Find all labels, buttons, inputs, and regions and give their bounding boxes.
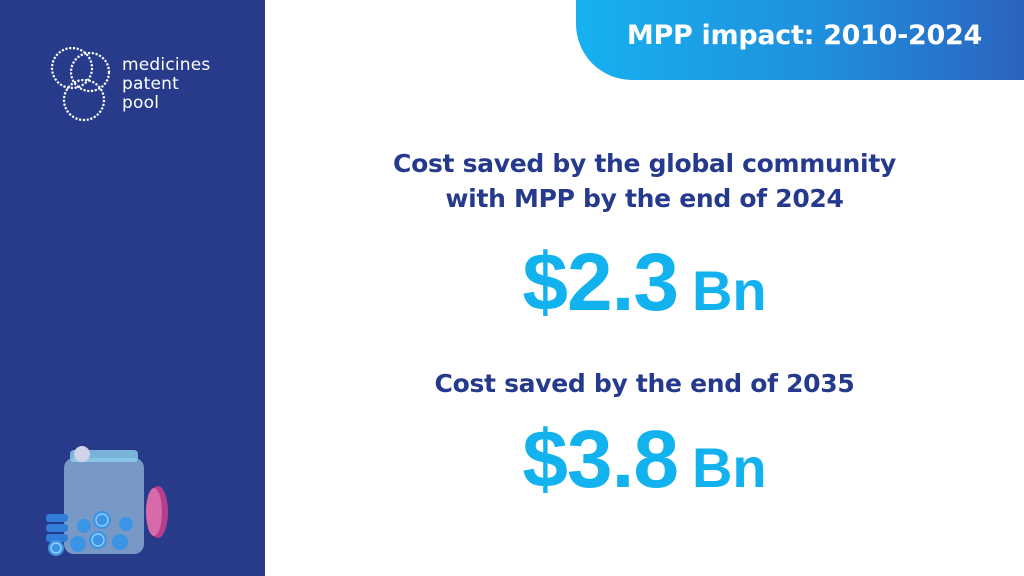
medicines-patent-pool-logo-icon	[44, 42, 120, 126]
logo-word: medicines	[122, 56, 211, 75]
main-content: Cost saved by the global community with …	[265, 0, 1024, 576]
stat-figure: $2.3Bn	[265, 236, 1024, 330]
stat-unit: Bn	[692, 259, 767, 322]
stat-heading-line: Cost saved by the end of 2035	[265, 366, 1024, 401]
stat-heading-line: with MPP by the end of 2024	[265, 181, 1024, 216]
stat-unit: Bn	[692, 436, 767, 499]
sidebar-panel: medicines patent pool	[0, 0, 265, 576]
stat-heading: Cost saved by the global community with …	[265, 146, 1024, 216]
stat-heading: Cost saved by the end of 2035	[265, 366, 1024, 401]
logo-wordmark: medicines patent pool	[122, 56, 211, 113]
stat-heading-line: Cost saved by the global community	[265, 146, 1024, 181]
coin-jar-icon	[40, 440, 180, 560]
logo-word: patent	[122, 75, 211, 94]
stat-amount: $3.8	[522, 414, 678, 505]
stat-figure: $3.8Bn	[265, 413, 1024, 507]
stat-amount: $2.3	[522, 237, 678, 328]
brand-logo: medicines patent pool	[44, 42, 244, 132]
logo-word: pool	[122, 94, 211, 113]
